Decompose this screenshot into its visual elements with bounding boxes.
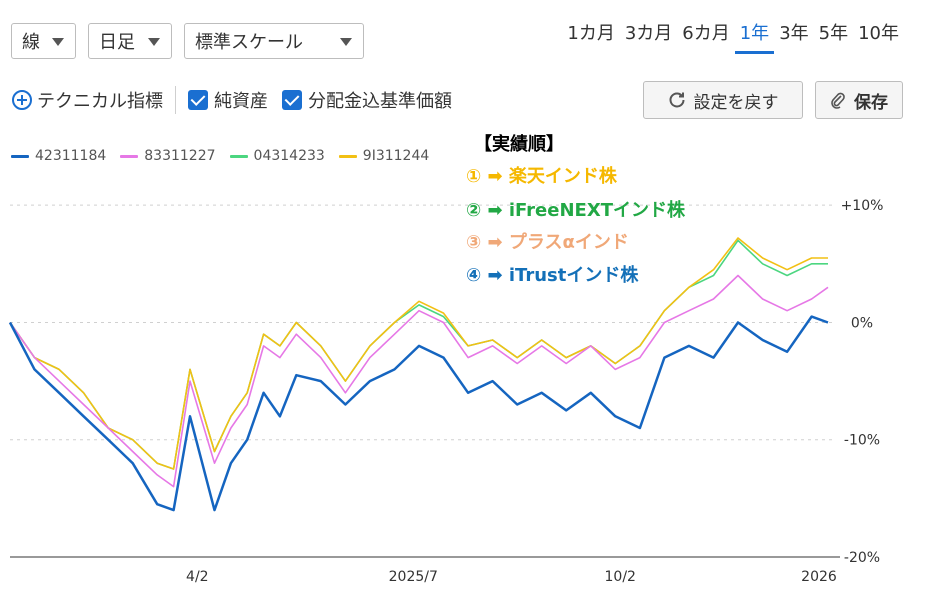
chart-type-select[interactable]: 線 bbox=[11, 23, 76, 59]
series-line-9I311244 bbox=[9, 237, 828, 470]
reset-settings-label: 設定を戻す bbox=[693, 92, 779, 112]
net-assets-checkbox[interactable]: 純資産 bbox=[188, 87, 268, 113]
y-tick-label: -10% bbox=[844, 433, 880, 449]
legend-swatch bbox=[338, 154, 357, 158]
chevron-down-icon bbox=[52, 38, 64, 46]
reset-settings-button[interactable]: 設定を戻す bbox=[643, 81, 803, 119]
y-tick-label: -20% bbox=[844, 550, 880, 566]
plus-circle-icon bbox=[12, 90, 32, 110]
dividend-nav-checkbox[interactable]: 分配金込基準価額 bbox=[282, 87, 452, 113]
series-line-83311227 bbox=[9, 274, 829, 488]
checkbox-checked-icon bbox=[188, 90, 208, 110]
range-tab-1y[interactable]: 1年 bbox=[734, 22, 775, 54]
legend-item[interactable]: 9I311244 bbox=[338, 148, 430, 164]
scale-select[interactable]: 標準スケール bbox=[184, 23, 364, 59]
legend-swatch bbox=[229, 154, 248, 158]
save-button[interactable]: 保存 bbox=[815, 81, 903, 119]
technical-indicator-button[interactable]: テクニカル指標 bbox=[12, 87, 163, 113]
save-label: 保存 bbox=[854, 92, 888, 112]
refresh-icon bbox=[669, 92, 684, 108]
legend-label: 04314233 bbox=[253, 148, 325, 164]
ranking-title: 【実績順】 bbox=[474, 134, 564, 155]
series-line-42311184 bbox=[8, 315, 829, 512]
ranking-item-3: ③ ➡ プラスαインド bbox=[466, 232, 629, 253]
ranking-item-2: ② ➡ iFreeNEXTインド株 bbox=[466, 200, 685, 221]
y-tick-label: 0% bbox=[851, 315, 873, 331]
chart-legend: 42311184 83311227 04314233 9I311244 bbox=[11, 148, 429, 164]
x-tick-label: 2026 bbox=[801, 569, 837, 585]
technical-indicator-label: テクニカル指標 bbox=[37, 91, 163, 112]
x-tick-label: 2025/7 bbox=[389, 569, 438, 585]
chevron-down-icon bbox=[340, 38, 352, 46]
range-tab-5y[interactable]: 5年 bbox=[818, 23, 849, 44]
divider bbox=[175, 86, 176, 114]
legend-label: 42311184 bbox=[35, 148, 107, 164]
ranking-item-1: ① ➡ 楽天インド株 bbox=[466, 166, 617, 187]
range-tab-3m[interactable]: 3カ月 bbox=[624, 23, 673, 44]
range-tab-10y[interactable]: 10年 bbox=[858, 23, 899, 44]
paperclip-icon bbox=[831, 92, 845, 109]
legend-swatch bbox=[11, 154, 29, 158]
y-tick-label: +10% bbox=[841, 198, 884, 214]
range-tab-3y[interactable]: 3年 bbox=[779, 23, 809, 44]
net-assets-label: 純資産 bbox=[214, 91, 268, 112]
checkbox-checked-icon bbox=[282, 90, 302, 110]
period-select[interactable]: 日足 bbox=[88, 23, 172, 59]
period-value: 日足 bbox=[99, 32, 135, 53]
x-tick-label: 4/2 bbox=[186, 569, 209, 585]
chart-type-value: 線 bbox=[22, 32, 40, 53]
range-tab-6m[interactable]: 6カ月 bbox=[682, 23, 730, 44]
legend-item[interactable]: 04314233 bbox=[229, 148, 325, 164]
legend-label: 83311227 bbox=[144, 148, 216, 164]
options-row: テクニカル指標 純資産 分配金込基準価額 bbox=[12, 86, 466, 114]
dividend-nav-label: 分配金込基準価額 bbox=[308, 91, 452, 112]
legend-label: 9I311244 bbox=[362, 148, 430, 164]
legend-item[interactable]: 83311227 bbox=[120, 148, 216, 164]
range-tabs: 1カ月 3カ月 6カ月 1年 3年 5年 10年 bbox=[562, 22, 904, 54]
chevron-down-icon bbox=[148, 38, 160, 46]
range-tab-1m[interactable]: 1カ月 bbox=[567, 23, 615, 44]
scale-value: 標準スケール bbox=[195, 32, 303, 53]
legend-item[interactable]: 42311184 bbox=[11, 148, 106, 164]
x-tick-label: 10/2 bbox=[605, 569, 636, 585]
ranking-item-4: ④ ➡ iTrustインド株 bbox=[466, 265, 639, 286]
legend-swatch bbox=[120, 154, 139, 158]
